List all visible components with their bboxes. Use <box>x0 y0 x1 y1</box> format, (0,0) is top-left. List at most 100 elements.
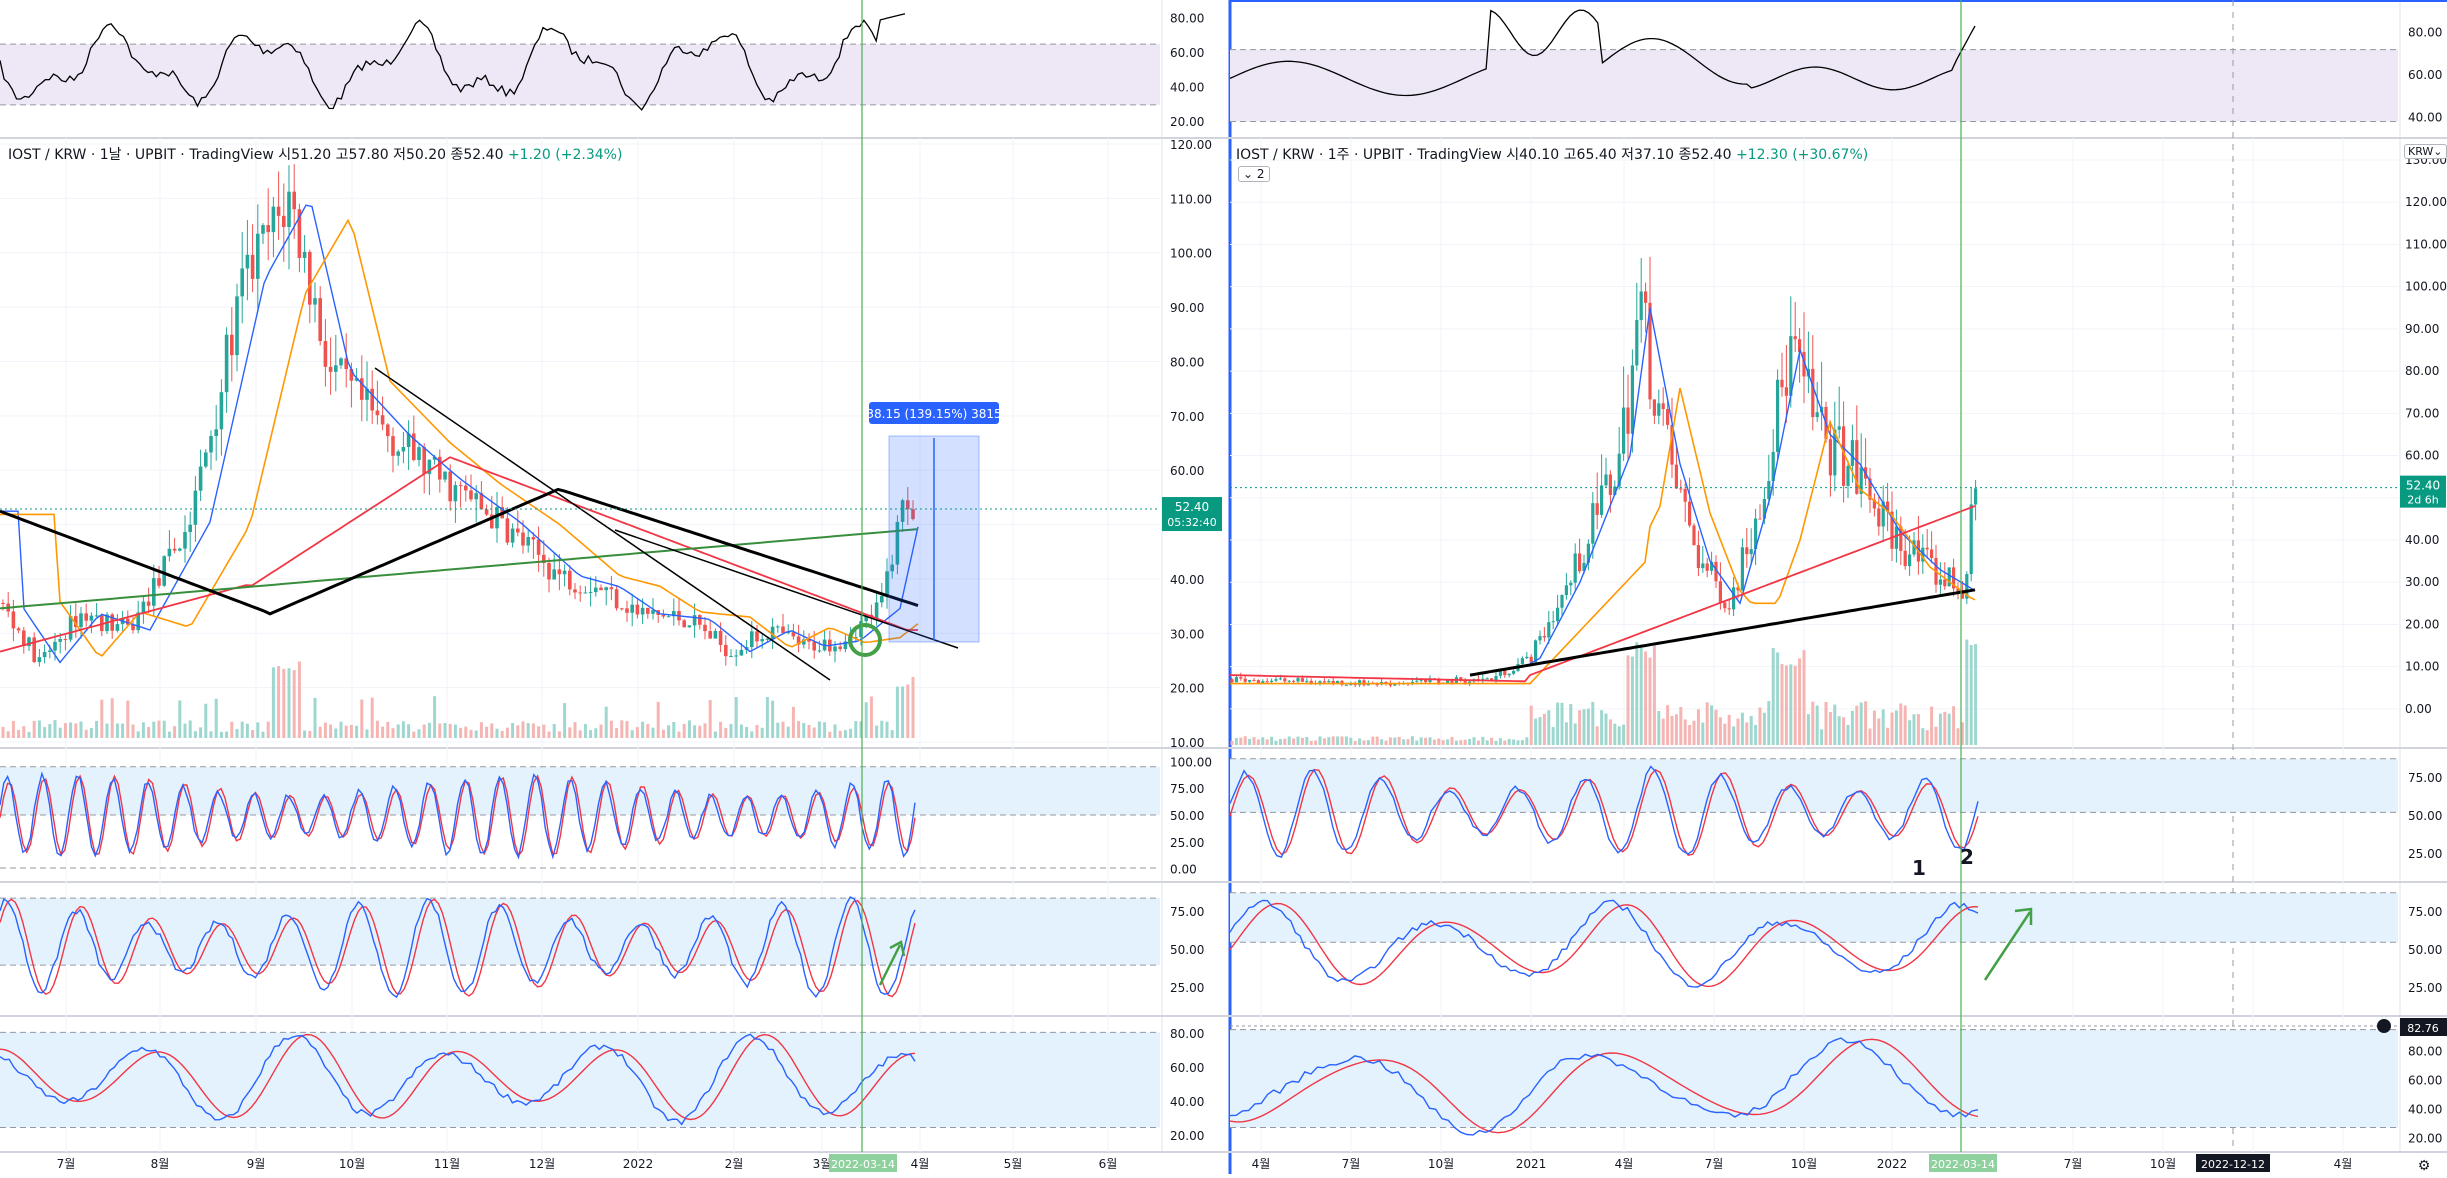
volume-bar <box>812 727 816 738</box>
indicator-collapse-button[interactable]: ⌄ 2 <box>1238 166 1270 182</box>
highlight-circle <box>848 623 882 657</box>
indicator-count: 2 <box>1256 167 1265 181</box>
right-time-tick: 10월 <box>2150 1157 2176 1171</box>
right-time-tick: 10월 <box>1428 1157 1454 1171</box>
right-legend[interactable]: IOST / KRW · 1주 · UPBIT · TradingView 시4… <box>1236 144 1868 164</box>
candle-body <box>308 251 312 305</box>
candle-body <box>349 368 354 381</box>
volume-bar <box>188 720 192 738</box>
left-stoch1-k-line <box>0 771 916 860</box>
candle-body <box>1714 561 1718 582</box>
candle-body <box>53 641 57 651</box>
trendline-2 <box>614 529 959 649</box>
volume-bar <box>703 723 707 738</box>
volume-bar <box>687 720 691 738</box>
candle-body <box>1837 426 1841 430</box>
left-legend[interactable]: IOST / KRW · 1날 · UPBIT · TradingView 시5… <box>8 144 622 164</box>
candle-body <box>1652 399 1656 416</box>
right-stoch1-tick: 75.00 <box>2408 771 2442 785</box>
volume-bar <box>1393 737 1397 745</box>
candle-body <box>1872 499 1876 509</box>
candle-body <box>1503 670 1507 676</box>
volume-bar <box>864 702 868 738</box>
left-rsi-line <box>0 13 906 111</box>
volume-bar <box>1934 726 1938 745</box>
volume-bar <box>193 731 197 738</box>
volume-bar <box>1846 724 1850 745</box>
volume-bar <box>396 724 400 738</box>
volume-bar <box>266 721 270 738</box>
volume-bar <box>448 723 452 738</box>
candle-body <box>1688 501 1692 526</box>
left-time-tick: 3월 <box>813 1157 832 1171</box>
volume-bar <box>854 721 858 738</box>
left-stoch2-tick: 25.00 <box>1170 981 1204 995</box>
candle-body <box>874 602 879 619</box>
volume-bar <box>22 726 26 738</box>
candle-body <box>1899 526 1903 551</box>
candle-body <box>282 215 286 228</box>
candle-body <box>250 254 255 279</box>
volume-bar <box>1727 714 1731 745</box>
right-countdown: 2d 6h <box>2407 494 2438 507</box>
volume-bar <box>1639 647 1643 745</box>
crosshair-value: 82.76 <box>2407 1022 2439 1035</box>
left-stoch1-tick: 75.00 <box>1170 782 1204 796</box>
candle-body <box>318 298 322 342</box>
left-stoch1-tick: 50.00 <box>1170 809 1204 823</box>
add-alert-icon <box>2377 1019 2391 1033</box>
left-time-tick: 10월 <box>339 1157 365 1171</box>
candle-body <box>22 630 26 647</box>
volume-bar <box>1648 657 1652 745</box>
volume-bar <box>126 700 130 738</box>
currency-button[interactable]: KRW⌄ <box>2404 144 2447 159</box>
right-time-tick: 10월 <box>1791 1157 1817 1171</box>
left-time-tick: 12월 <box>529 1157 555 1171</box>
candle-body <box>458 485 463 487</box>
volume-bar <box>110 698 114 738</box>
volume-bar <box>1666 705 1670 745</box>
candle-body <box>27 637 31 647</box>
volume-bar <box>1604 713 1608 745</box>
volume-bar <box>729 724 733 738</box>
volume-bar <box>453 724 457 738</box>
candle-body <box>1877 508 1881 527</box>
volume-bar <box>89 727 93 738</box>
right-rsi-tick: 80.00 <box>2408 25 2442 39</box>
volume-bar <box>48 724 52 738</box>
candle-body <box>209 435 213 453</box>
candle-body <box>1424 679 1428 683</box>
right-stoch3-tick: 40.00 <box>2408 1103 2442 1117</box>
left-price-tick: 70.00 <box>1170 410 1204 424</box>
volume-bar <box>464 726 468 738</box>
volume-bar <box>1366 740 1370 745</box>
candle-body <box>432 456 437 460</box>
volume-bar <box>786 726 790 738</box>
volume-bar <box>1754 724 1758 745</box>
volume-bar <box>1617 726 1621 745</box>
candle-body <box>1767 481 1771 499</box>
left-stoch3-k-line <box>0 1033 916 1126</box>
candle-body <box>1353 684 1357 686</box>
volume-bar <box>693 725 697 738</box>
left-stoch2-tick: 50.00 <box>1170 943 1204 957</box>
volume-bar <box>1468 739 1472 745</box>
candle-body <box>682 620 686 628</box>
candle-body <box>1674 464 1678 489</box>
volume-bar <box>417 729 421 738</box>
candle-body <box>620 608 624 610</box>
arrow-up <box>1983 911 2032 981</box>
volume-bar <box>583 724 587 738</box>
left-time-tick: 8월 <box>151 1157 170 1171</box>
right-stoch1-tick: 50.00 <box>2408 809 2442 823</box>
volume-bar <box>573 722 577 738</box>
volume-bar <box>1261 737 1265 745</box>
volume-bar <box>162 720 166 738</box>
candle-body <box>1908 554 1912 567</box>
volume-bar <box>776 722 780 738</box>
arrow-up <box>878 944 902 986</box>
volume-bar <box>1608 719 1612 745</box>
volume-bar <box>1705 702 1709 745</box>
volume-bar <box>1916 714 1920 745</box>
volume-bar <box>1635 642 1639 745</box>
